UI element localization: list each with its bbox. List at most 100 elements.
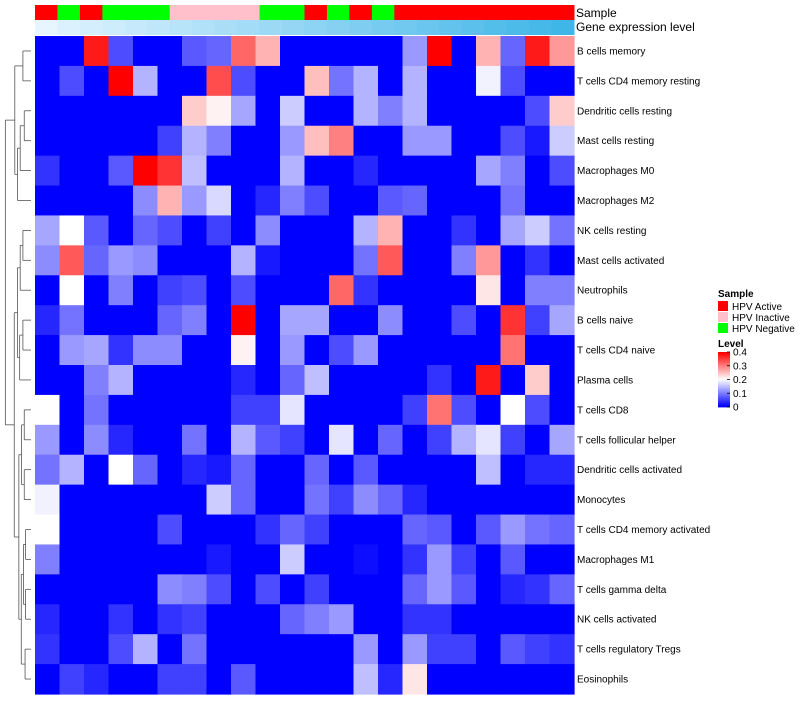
heatmap-cell [133,604,159,635]
heatmap-cell [108,484,134,516]
heatmap-cell [231,574,257,605]
heatmap-cell [329,275,355,306]
legend-level-gradient-step [718,365,730,368]
heatmap-cell [402,544,428,575]
heatmap-cell [35,185,61,217]
heatmap-cell [329,365,355,396]
heatmap-cell [549,424,575,456]
heatmap-cell [280,215,306,246]
heatmap-cell [59,544,85,575]
heatmap-cell [157,185,183,217]
heatmap-cell [255,634,281,665]
heatmap-cell [378,424,404,456]
row-label: NK cells resting [577,226,646,237]
heatmap-cell [304,335,330,366]
heatmap-cell [231,65,257,97]
heatmap-cell [451,454,477,486]
heatmap-cell [427,125,453,157]
heatmap-cell [476,424,502,456]
heatmap-cell [427,185,453,217]
heatmap-cell [231,36,257,67]
heatmap-cell [549,544,575,575]
heatmap-cell [182,155,208,187]
heatmap-cell [255,185,281,217]
heatmap-cell [35,335,61,366]
legend-level-gradient-step [718,390,730,393]
heatmap-cell [231,424,257,456]
heatmap-cell [353,484,379,516]
row-label: T cells follicular helper [577,435,676,446]
heatmap-cell [500,65,526,97]
sample-annotation-cell [326,5,350,20]
heatmap-cell [402,454,428,486]
heatmap-cell [500,95,526,127]
heatmap-cell [427,275,453,306]
legend-level-gradient-step [718,391,730,394]
row-labels: B cells memory T cells CD4 memory resting… [577,46,710,685]
sample-annotation-cell [416,5,440,20]
heatmap-cell [133,664,159,695]
heatmap-cell [353,95,379,127]
heatmap-cell [353,454,379,486]
sample-annotation-cell [349,5,373,20]
legend-sample-swatch [718,312,728,322]
heatmap-cell [84,394,110,426]
legend-level-gradient-step [718,402,730,405]
legend-level-tick-label: 0.1 [733,389,747,400]
heatmap-cell [84,155,110,187]
heatmap-cell [255,394,281,426]
heatmap-cell [280,335,306,366]
heatmap-cell [108,95,134,127]
heatmap-cell [549,185,575,217]
heatmap-cell [108,155,134,187]
heatmap-cell [549,484,575,516]
legend-level-tick-label: 0.2 [733,375,747,386]
heatmap-cell [133,245,159,276]
heatmap-cell [304,664,330,695]
heatmap-cell [59,514,85,546]
heatmap-cell [35,664,61,695]
heatmap-cell [549,514,575,546]
expression-annotation-cell [214,20,238,35]
heatmap-cell [304,125,330,157]
heatmap-cell [255,484,281,516]
heatmap-cell [304,155,330,187]
legend-level-gradient-step [718,363,730,365]
heatmap-cell [402,185,428,217]
heatmap-cell [549,245,575,276]
heatmap-cell [353,365,379,396]
heatmap-cell [525,125,551,157]
row-label: Eosinophils [577,675,628,686]
row-label: Macrophages M2 [577,196,655,207]
heatmap-cell [206,574,232,605]
heatmap-cell [304,454,330,486]
heatmap-cell [59,335,85,366]
heatmap-cell [525,335,551,366]
heatmap-cell [59,664,85,695]
heatmap-cell [304,424,330,456]
heatmap-cell [255,664,281,695]
heatmap-cell [231,394,257,426]
heatmap-cell [280,185,306,217]
heatmap-cell [108,245,134,276]
heatmap-cell [108,215,134,246]
sample-annotation-cell [124,5,148,20]
heatmap-cell [427,215,453,246]
expression-annotation-cell [529,20,553,35]
expression-annotation-cell [57,20,81,35]
heatmap-cell [182,544,208,575]
heatmap-cell [255,574,281,605]
heatmap-cell [133,155,159,187]
heatmap-cell [427,335,453,366]
heatmap-cell [476,484,502,516]
heatmap-cell [451,424,477,456]
heatmap-cell [500,454,526,486]
heatmap-cell [476,604,502,635]
heatmap-cell [35,604,61,635]
legend-level-gradient-step [718,361,730,364]
heatmap-cell [182,245,208,276]
heatmap-cell [378,95,404,127]
heatmap-cell [280,634,306,665]
heatmap-cell [182,305,208,336]
